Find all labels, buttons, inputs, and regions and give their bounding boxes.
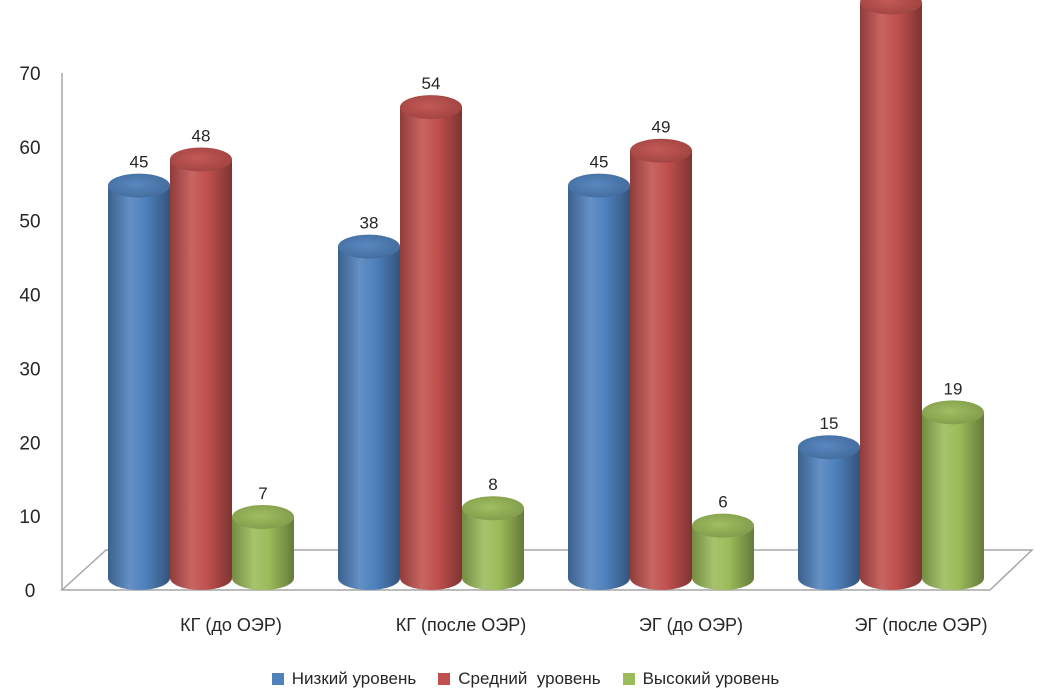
y-tick-label: 20	[19, 433, 40, 454]
category-label: КГ (после ОЭР)	[396, 615, 526, 635]
bar	[922, 400, 984, 590]
bar	[692, 513, 754, 590]
bar	[462, 496, 524, 590]
bar	[568, 173, 630, 590]
floor-plane	[60, 549, 1034, 591]
data-label: 45	[590, 153, 609, 172]
bar-top	[170, 147, 232, 172]
legend-item: Средний уровень	[438, 669, 601, 689]
bar	[798, 435, 860, 590]
data-label: 19	[944, 379, 963, 398]
bar-body	[692, 525, 754, 590]
bar-top	[798, 435, 860, 460]
bar	[232, 504, 294, 590]
data-label: 6	[718, 493, 727, 512]
bar-body	[338, 246, 400, 590]
bar-body	[400, 107, 462, 591]
bar-body	[630, 150, 692, 590]
legend-swatch	[622, 673, 635, 685]
legend-label: Высокий уровень	[642, 669, 780, 688]
data-label: 8	[488, 475, 497, 494]
bar-top	[400, 95, 462, 120]
bar	[860, 0, 922, 591]
bar-body	[232, 516, 294, 590]
category-label: КГ (до ОЭР)	[180, 615, 282, 635]
bars	[108, 0, 984, 591]
bar-body	[568, 185, 630, 590]
bar-top	[692, 513, 754, 538]
data-label: 38	[360, 214, 379, 233]
y-tick-label: 0	[25, 581, 36, 602]
legend-swatch	[271, 673, 284, 685]
bar-top	[108, 173, 170, 198]
x-axis: КГ (до ОЭР) КГ (после ОЭР) ЭГ (до ОЭР) ЭГ (…	[180, 615, 987, 635]
bar	[400, 95, 462, 591]
bar-top	[568, 173, 630, 198]
legend-swatch	[438, 673, 451, 685]
y-tick-label: 70	[19, 64, 40, 85]
y-tick-label: 60	[19, 138, 40, 159]
y-tick-label: 40	[19, 286, 40, 307]
legend-item: Высокий уровень	[622, 669, 780, 689]
data-label: 54	[422, 74, 441, 93]
y-tick-label: 10	[19, 507, 40, 528]
category-label: ЭГ (после ОЭР)	[855, 615, 988, 635]
bar-top	[630, 138, 692, 163]
legend-label: Низкий уровень	[291, 669, 417, 688]
data-label: 49	[652, 118, 671, 137]
bar-top	[338, 234, 400, 259]
data-label: 45	[130, 153, 149, 172]
data-label: 15	[820, 414, 839, 433]
bar-body	[462, 508, 524, 590]
bar-top	[462, 496, 524, 521]
bar-body	[170, 159, 232, 590]
bar	[108, 173, 170, 590]
y-axis: 0 10 20 30 40 50 60 70	[19, 64, 63, 602]
y-tick-label: 30	[19, 359, 40, 380]
legend: Низкий уровень Средний уровень Высокий уро…	[0, 666, 1051, 692]
chart-floor	[60, 549, 1034, 591]
bar-top	[860, 0, 922, 15]
data-label: 48	[192, 126, 211, 145]
bar	[170, 147, 232, 590]
bar-top	[922, 400, 984, 425]
category-label: ЭГ (до ОЭР)	[639, 615, 743, 635]
bar	[338, 234, 400, 590]
legend-label: Средний уровень	[458, 669, 601, 688]
bar-top	[232, 504, 294, 529]
y-tick-label: 50	[19, 212, 40, 233]
bar-body	[108, 185, 170, 590]
legend-item: Низкий уровень	[271, 669, 417, 689]
data-label: 7	[258, 484, 267, 503]
bar	[630, 138, 692, 590]
data-labels: 454873854845496156619	[130, 74, 963, 512]
bar-body	[798, 447, 860, 590]
bar-body	[860, 2, 922, 591]
bar-body	[922, 412, 984, 590]
